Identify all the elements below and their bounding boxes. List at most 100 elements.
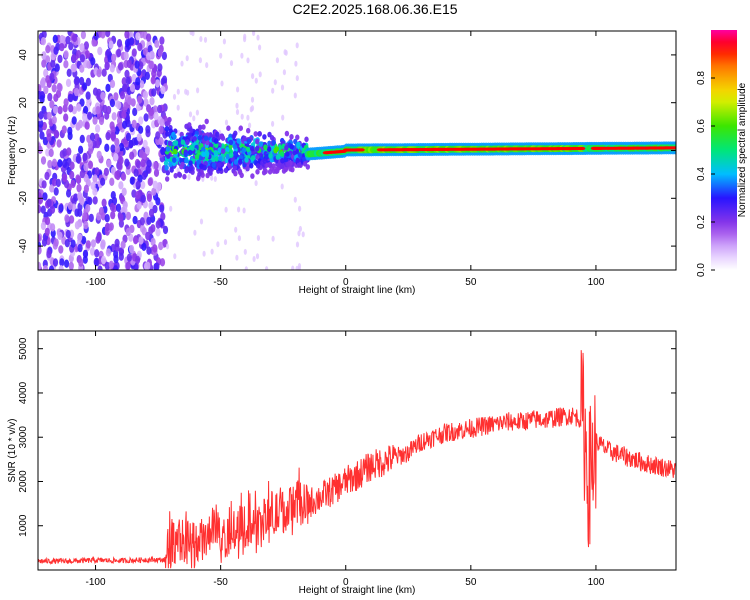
heatmap-cell bbox=[255, 154, 260, 160]
heatmap-cell bbox=[48, 148, 54, 158]
heatmap-cell bbox=[222, 38, 226, 45]
heatmap-cell bbox=[292, 149, 297, 156]
heatmap-cell bbox=[79, 169, 85, 179]
heatmap-cell bbox=[73, 77, 79, 86]
heatmap-cell bbox=[228, 139, 234, 146]
heatmap-cell bbox=[165, 146, 171, 152]
heatmap-cell bbox=[255, 163, 261, 169]
heatmap-cell bbox=[263, 144, 268, 150]
line-frame bbox=[37, 330, 677, 571]
heatmap-cell bbox=[69, 170, 75, 180]
heatmap-cell bbox=[114, 137, 120, 147]
heatmap-cell bbox=[281, 114, 285, 121]
heatmap-cell bbox=[82, 82, 88, 91]
heatmap-cell bbox=[187, 174, 191, 180]
heatmap-cell bbox=[95, 235, 101, 244]
heatmap-cell bbox=[142, 90, 148, 100]
heatmap-cell bbox=[233, 170, 238, 177]
heatmap-cell bbox=[63, 98, 69, 107]
heatmap-cell bbox=[53, 129, 59, 139]
heatmap-cell bbox=[167, 140, 172, 147]
heatmap-cell bbox=[57, 231, 63, 240]
heatmap-cell bbox=[579, 146, 586, 151]
heatmap-cell bbox=[144, 146, 150, 155]
heatmap-cell bbox=[45, 45, 51, 54]
heatmap-cell bbox=[210, 248, 214, 255]
heatmap-cell bbox=[38, 246, 42, 255]
heatmap-cell bbox=[117, 62, 124, 71]
heatmap-cell bbox=[124, 38, 131, 48]
heatmap-cell bbox=[82, 212, 88, 221]
heatmap-cell bbox=[75, 49, 82, 59]
heatmap-cell bbox=[164, 126, 170, 132]
heatmap-cell bbox=[38, 261, 42, 270]
heatmap-cell bbox=[63, 59, 69, 69]
heatmap-cell bbox=[49, 205, 56, 214]
heatmap-cell bbox=[69, 161, 75, 170]
heatmap-cell bbox=[186, 89, 190, 96]
heatmap-cell bbox=[104, 61, 110, 71]
heatmap-cell bbox=[285, 161, 291, 168]
heatmap-cell bbox=[116, 100, 122, 110]
heatmap-cell bbox=[147, 177, 153, 187]
heatmap-ytick-label: 20 bbox=[18, 97, 29, 109]
heatmap-cell bbox=[83, 162, 89, 172]
heatmap-cells bbox=[38, 31, 676, 270]
line-ytick-label: 1000 bbox=[18, 514, 29, 537]
heatmap-cell bbox=[155, 228, 161, 237]
heatmap-cell bbox=[51, 178, 58, 187]
heatmap-cell bbox=[266, 146, 272, 152]
heatmap-cell bbox=[217, 147, 222, 153]
heatmap-cell bbox=[71, 54, 77, 63]
heatmap-cell bbox=[196, 87, 200, 94]
heatmap-cell bbox=[185, 139, 190, 145]
heatmap-cell bbox=[51, 158, 58, 167]
heatmap-cell bbox=[199, 36, 203, 42]
heatmap-cell bbox=[210, 174, 214, 181]
line-ytick-label: 2000 bbox=[18, 470, 29, 493]
heatmap-cell bbox=[100, 177, 106, 186]
heatmap-cell bbox=[231, 132, 237, 139]
heatmap-cell bbox=[101, 255, 107, 265]
heatmap-cell bbox=[150, 237, 156, 247]
heatmap-cell bbox=[121, 172, 127, 181]
heatmap-cell bbox=[229, 152, 234, 158]
heatmap-cell bbox=[161, 51, 167, 61]
heatmap-cell bbox=[251, 73, 255, 80]
heatmap-cell bbox=[155, 220, 161, 229]
heatmap-cell bbox=[48, 265, 55, 270]
heatmap-cell bbox=[41, 238, 48, 247]
heatmap-cell bbox=[232, 150, 238, 157]
heatmap-cell bbox=[124, 31, 130, 39]
heatmap-cell bbox=[114, 170, 120, 180]
heatmap-cell bbox=[268, 153, 273, 159]
heatmap-cell bbox=[180, 161, 185, 168]
heatmap-cell bbox=[141, 171, 147, 180]
heatmap-cell bbox=[85, 240, 91, 249]
heatmap-cell bbox=[262, 134, 267, 140]
heatmap-cell bbox=[192, 115, 196, 122]
heatmap-cell bbox=[62, 173, 68, 182]
heatmap-cell bbox=[232, 143, 238, 150]
heatmap-cell bbox=[296, 141, 301, 148]
heatmap-cell bbox=[129, 151, 135, 160]
heatmap-cell bbox=[153, 168, 160, 177]
heatmap-cell bbox=[216, 241, 220, 248]
heatmap-cell bbox=[151, 69, 157, 78]
heatmap-cell bbox=[87, 160, 94, 170]
heatmap-cell bbox=[198, 124, 203, 131]
heatmap-cell bbox=[133, 236, 139, 245]
heatmap-cell bbox=[44, 216, 51, 226]
heatmap-cell bbox=[152, 244, 158, 253]
heatmap-cell bbox=[166, 153, 171, 159]
heatmap-cell bbox=[244, 266, 248, 270]
heatmap-cell bbox=[283, 49, 287, 56]
heatmap-cell bbox=[41, 51, 47, 60]
line-ylabel: SNR (10 * v/v) bbox=[7, 419, 18, 483]
heatmap-cell bbox=[95, 139, 101, 149]
heatmap-cell bbox=[671, 146, 676, 150]
heatmap-cell bbox=[250, 96, 255, 103]
heatmap-cell bbox=[193, 229, 197, 236]
heatmap-cell bbox=[139, 80, 145, 89]
heatmap-cell bbox=[298, 205, 302, 212]
